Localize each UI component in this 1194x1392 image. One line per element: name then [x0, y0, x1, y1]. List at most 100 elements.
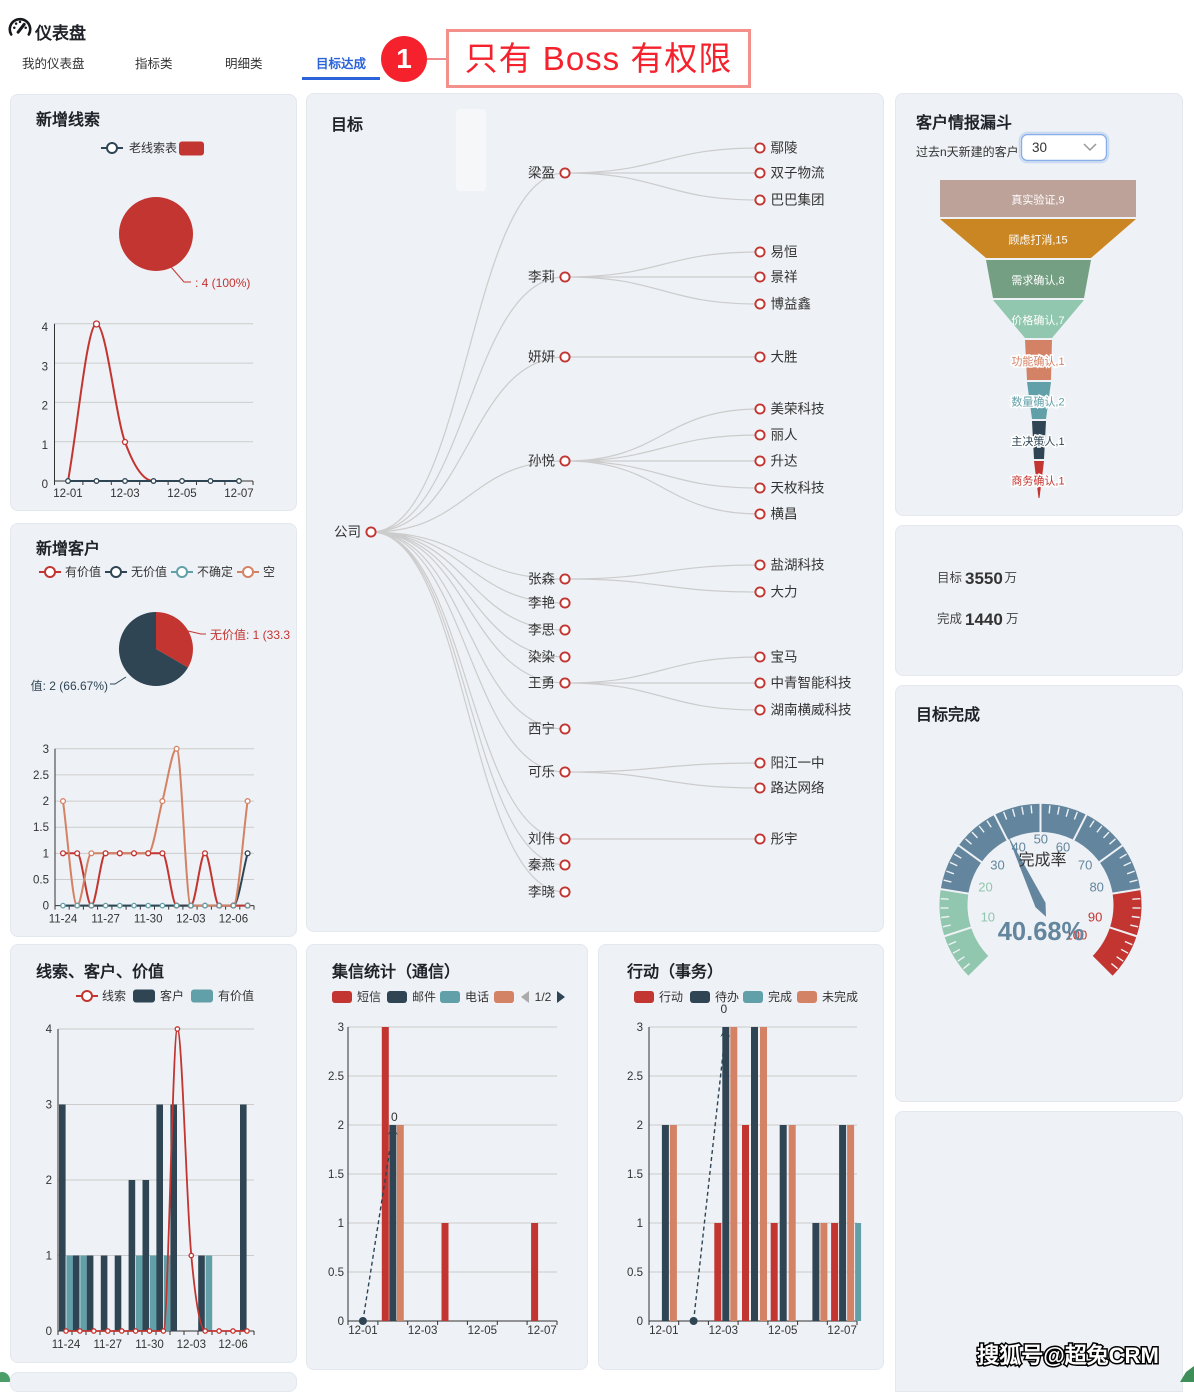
svg-text:30: 30 — [1032, 140, 1047, 155]
svg-text:12-03: 12-03 — [110, 488, 139, 500]
svg-text:12-03: 12-03 — [709, 1325, 738, 1337]
svg-text:张森: 张森 — [528, 572, 556, 587]
svg-text:完成率: 完成率 — [1018, 851, 1066, 869]
svg-text:40.68%: 40.68% — [998, 918, 1085, 946]
svg-text:2: 2 — [338, 1120, 344, 1132]
svg-text:0.5: 0.5 — [328, 1267, 344, 1279]
svg-text:中青智能科技: 中青智能科技 — [771, 676, 852, 691]
svg-text:新增客户: 新增客户 — [36, 539, 100, 558]
svg-text:1.5: 1.5 — [328, 1169, 344, 1181]
svg-text:升达: 升达 — [771, 454, 799, 469]
svg-text:4: 4 — [42, 322, 49, 334]
svg-text:11-30: 11-30 — [134, 914, 163, 926]
svg-text:景祥: 景祥 — [771, 270, 798, 285]
svg-text:阳江一中: 阳江一中 — [771, 756, 825, 771]
svg-text:搜狐号@超兔CRM: 搜狐号@超兔CRM — [977, 1343, 1159, 1368]
svg-text:12-01: 12-01 — [348, 1325, 377, 1337]
svg-text:丽人: 丽人 — [771, 428, 799, 443]
svg-text:美荣科技: 美荣科技 — [771, 402, 825, 417]
svg-text:11-24: 11-24 — [49, 914, 78, 926]
svg-text:天枚科技: 天枚科技 — [771, 481, 825, 496]
svg-text:易恒: 易恒 — [771, 245, 798, 260]
svg-text:行动（事务）: 行动（事务） — [626, 962, 723, 981]
svg-text:双子物流: 双子物流 — [771, 166, 825, 181]
svg-text:西宁: 西宁 — [528, 721, 555, 737]
svg-text:妍妍: 妍妍 — [528, 350, 555, 365]
svg-text:李晓: 李晓 — [528, 885, 555, 900]
svg-text:无价值: 无价值 — [131, 564, 167, 579]
svg-text:完成: 完成 — [768, 989, 792, 1004]
svg-text:2: 2 — [637, 1120, 643, 1132]
svg-text:目标: 目标 — [937, 571, 962, 585]
svg-text:湖南横威科技: 湖南横威科技 — [771, 703, 852, 718]
svg-text:1: 1 — [42, 440, 48, 452]
svg-text:2: 2 — [42, 401, 48, 413]
svg-text:短信: 短信 — [357, 990, 381, 1004]
svg-text:染染: 染染 — [528, 650, 556, 665]
svg-text:12-03: 12-03 — [177, 1339, 206, 1351]
svg-text:11-24: 11-24 — [52, 1339, 81, 1351]
svg-text:11-27: 11-27 — [91, 914, 120, 926]
svg-text:1: 1 — [338, 1218, 344, 1230]
svg-text:2: 2 — [43, 796, 49, 808]
svg-text:2.5: 2.5 — [33, 770, 49, 782]
svg-text:不确定: 不确定 — [197, 564, 233, 579]
svg-text:可乐: 可乐 — [528, 765, 555, 780]
svg-text:12-07: 12-07 — [827, 1325, 856, 1337]
svg-text:0: 0 — [43, 901, 49, 913]
svg-text:11-27: 11-27 — [93, 1339, 122, 1351]
svg-text:0.5: 0.5 — [627, 1267, 643, 1279]
svg-text:王勇: 王勇 — [528, 676, 555, 691]
svg-text:客户情报漏斗: 客户情报漏斗 — [916, 113, 1012, 132]
svg-text:0: 0 — [391, 1110, 398, 1124]
svg-text:80: 80 — [1089, 880, 1103, 895]
svg-text:万: 万 — [1005, 571, 1018, 585]
svg-text:70: 70 — [1078, 858, 1092, 873]
svg-text:李思: 李思 — [528, 623, 555, 638]
svg-text:万: 万 — [1006, 612, 1019, 626]
svg-text:90: 90 — [1088, 909, 1102, 924]
svg-text:12-05: 12-05 — [167, 488, 196, 500]
svg-text:3550: 3550 — [965, 569, 1003, 588]
svg-text:2.5: 2.5 — [627, 1071, 643, 1083]
svg-text:2.5: 2.5 — [328, 1071, 344, 1083]
svg-text:无价值: 1 (33.3: 无价值: 1 (33.3 — [210, 627, 290, 642]
svg-text:12-07: 12-07 — [224, 488, 253, 500]
svg-text:主决策人,1: 主决策人,1 — [1011, 434, 1064, 448]
svg-text:电话: 电话 — [465, 990, 489, 1004]
svg-text:100: 100 — [1066, 928, 1088, 943]
svg-text:50: 50 — [1034, 831, 1048, 846]
svg-text:线索、客户、价值: 线索、客户、价值 — [36, 962, 164, 981]
svg-text:60: 60 — [1056, 839, 1070, 854]
svg-text:3: 3 — [46, 1100, 52, 1112]
svg-text:商务确认,1: 商务确认,1 — [1011, 474, 1064, 488]
svg-text:1: 1 — [43, 848, 49, 860]
svg-text:路达网络: 路达网络 — [771, 781, 825, 796]
svg-text:12-01: 12-01 — [649, 1325, 678, 1337]
svg-text:0: 0 — [338, 1316, 344, 1328]
svg-text:1/2: 1/2 — [535, 990, 552, 1004]
svg-text:宝马: 宝马 — [771, 650, 798, 665]
svg-text:刘伟: 刘伟 — [528, 832, 555, 847]
svg-text:新增线索: 新增线索 — [36, 110, 100, 129]
svg-text:巴巴集团: 巴巴集团 — [771, 193, 825, 208]
svg-text:目标完成: 目标完成 — [916, 705, 980, 724]
svg-text:1440: 1440 — [965, 610, 1003, 629]
svg-text:3: 3 — [43, 744, 49, 756]
svg-text:30: 30 — [990, 858, 1004, 873]
svg-text:目标: 目标 — [331, 116, 363, 134]
svg-text:0.5: 0.5 — [33, 875, 49, 887]
svg-text:盐湖科技: 盐湖科技 — [771, 558, 825, 573]
svg-text:有价值: 有价值 — [218, 988, 254, 1003]
svg-text:12-03: 12-03 — [408, 1325, 437, 1337]
svg-text:空: 空 — [263, 565, 275, 579]
svg-text:12-07: 12-07 — [527, 1325, 556, 1337]
svg-text:1.5: 1.5 — [33, 822, 49, 834]
svg-text:李艳: 李艳 — [528, 596, 556, 611]
svg-text:: 4 (100%): : 4 (100%) — [195, 276, 250, 290]
svg-text:0: 0 — [720, 1002, 727, 1016]
svg-text:3: 3 — [42, 361, 48, 373]
svg-text:孙悦: 孙悦 — [528, 454, 556, 469]
svg-text:值: 2 (66.67%): 值: 2 (66.67%) — [31, 678, 108, 693]
svg-text:1.5: 1.5 — [627, 1169, 643, 1181]
